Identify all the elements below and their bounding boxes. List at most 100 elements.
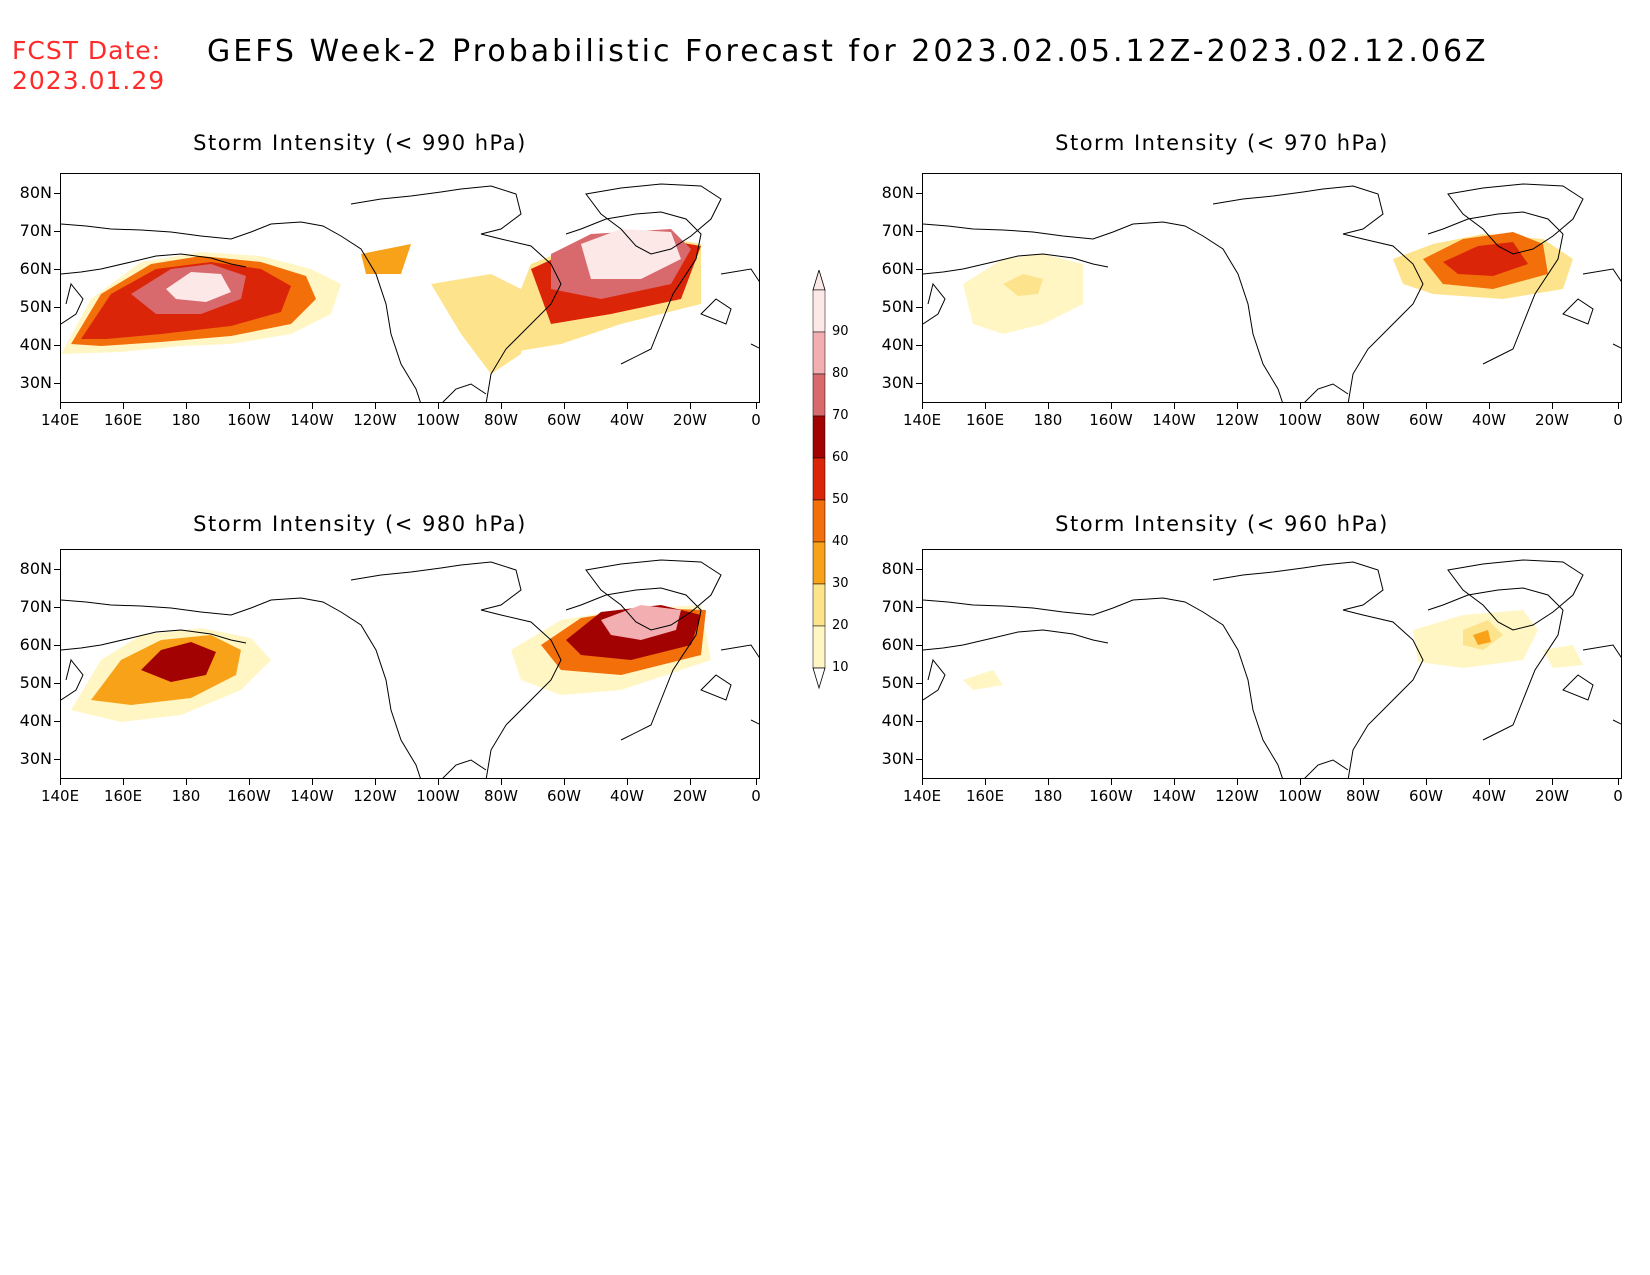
lat-tick — [916, 193, 922, 194]
probability-shading-980 — [601, 605, 681, 640]
colorbar-bottom-cap — [812, 667, 826, 690]
lon-tick — [1111, 779, 1112, 785]
lon-tick — [312, 403, 313, 409]
lon-tick — [312, 779, 313, 785]
lat-tick — [916, 569, 922, 570]
coastline — [1212, 561, 1424, 778]
colorbar-level-label: 10 — [832, 660, 849, 675]
coastline — [923, 221, 1283, 402]
map-svg-970 — [923, 183, 1621, 402]
lon-tick — [375, 403, 376, 409]
lon-tick — [501, 779, 502, 785]
lat-tick-label: 60N — [19, 635, 52, 654]
lon-tick — [186, 403, 187, 409]
lon-tick-label: 40W — [1472, 411, 1506, 429]
lat-tick — [54, 231, 60, 232]
lon-tick — [1300, 779, 1301, 785]
lat-tick — [916, 345, 922, 346]
lon-tick — [1426, 779, 1427, 785]
lon-tick-label: 60W — [1409, 411, 1443, 429]
lat-tick-label: 80N — [19, 183, 52, 202]
colorbar-swatch — [812, 541, 826, 585]
lat-tick — [54, 269, 60, 270]
lon-tick-label: 180 — [1033, 411, 1063, 429]
lat-tick-label: 50N — [19, 297, 52, 316]
main-title: GEFS Week-2 Probabilistic Forecast for 2… — [207, 34, 1489, 69]
lat-tick — [916, 721, 922, 722]
lat-tick — [916, 269, 922, 270]
colorbar-level-label: 60 — [832, 450, 849, 465]
lon-tick — [438, 403, 439, 409]
lon-tick — [1111, 403, 1112, 409]
coastline — [1612, 343, 1621, 349]
lon-tick-label: 160W — [1089, 411, 1133, 429]
lat-tick-label: 40N — [881, 711, 914, 730]
coastline — [61, 253, 247, 275]
lon-tick-label: 0 — [751, 787, 761, 805]
lon-tick-label: 140E — [40, 787, 80, 805]
coastline — [923, 658, 946, 701]
lon-tick-label: 140W — [1152, 787, 1196, 805]
lon-tick — [1489, 779, 1490, 785]
lat-tick-label: 60N — [881, 635, 914, 654]
lon-tick-label: 180 — [171, 787, 201, 805]
lat-tick — [916, 683, 922, 684]
lat-tick-label: 40N — [19, 335, 52, 354]
lon-tick-label: 80W — [484, 411, 518, 429]
lat-tick-label: 40N — [881, 335, 914, 354]
lon-tick — [1048, 403, 1049, 409]
lon-tick — [501, 403, 502, 409]
lon-tick-label: 140E — [40, 411, 80, 429]
lon-tick — [627, 403, 628, 409]
lon-tick — [985, 779, 986, 785]
lon-tick-label: 20W — [1535, 411, 1569, 429]
map-svg-960 — [923, 559, 1621, 778]
coastline — [1447, 183, 1584, 255]
lon-tick — [60, 779, 61, 785]
lon-tick — [1552, 779, 1553, 785]
probability-shading-960 — [1543, 645, 1583, 668]
lon-tick — [922, 403, 923, 409]
coastline — [585, 559, 722, 631]
map-svg-990 — [61, 183, 759, 402]
fcst-date: 2023.01.29 — [12, 66, 166, 95]
lon-tick-label: 160E — [103, 411, 143, 429]
fcst-label: FCST Date: — [12, 36, 162, 65]
lon-tick-label: 160W — [1089, 787, 1133, 805]
lat-tick-label: 50N — [19, 673, 52, 692]
lat-tick-label: 80N — [881, 559, 914, 578]
coastline — [1304, 383, 1349, 402]
colorbar-level-label: 20 — [832, 618, 849, 633]
coastline — [720, 268, 759, 282]
lat-tick-label: 30N — [881, 749, 914, 768]
coastline — [750, 343, 759, 349]
lat-tick — [54, 193, 60, 194]
panel-title: Storm Intensity (< 990 hPa) — [193, 131, 527, 155]
coastline — [1427, 211, 1564, 365]
lon-tick-label: 160W — [227, 411, 271, 429]
coastline — [720, 644, 759, 658]
colorbar-swatch — [812, 583, 826, 627]
lon-tick-label: 160E — [965, 787, 1005, 805]
lon-tick-label: 20W — [673, 787, 707, 805]
colorbar-level-label: 90 — [832, 324, 849, 339]
lon-tick-label: 80W — [1346, 411, 1380, 429]
lat-tick — [54, 569, 60, 570]
coastline — [923, 253, 1109, 275]
coastline — [61, 629, 247, 651]
lon-tick — [564, 779, 565, 785]
lon-tick-label: 60W — [547, 787, 581, 805]
coastline — [1212, 185, 1424, 402]
coastline — [350, 561, 562, 778]
lon-tick — [564, 403, 565, 409]
probability-shading-960 — [963, 670, 1003, 690]
lon-tick-label: 100W — [416, 787, 460, 805]
coastline — [1562, 674, 1594, 701]
lon-tick-label: 120W — [1215, 411, 1259, 429]
lon-tick-label: 160E — [103, 787, 143, 805]
colorbar-level-label: 50 — [832, 492, 849, 507]
lon-tick-label: 80W — [484, 787, 518, 805]
lat-tick-label: 70N — [881, 597, 914, 616]
lon-tick — [123, 779, 124, 785]
lat-tick — [54, 383, 60, 384]
